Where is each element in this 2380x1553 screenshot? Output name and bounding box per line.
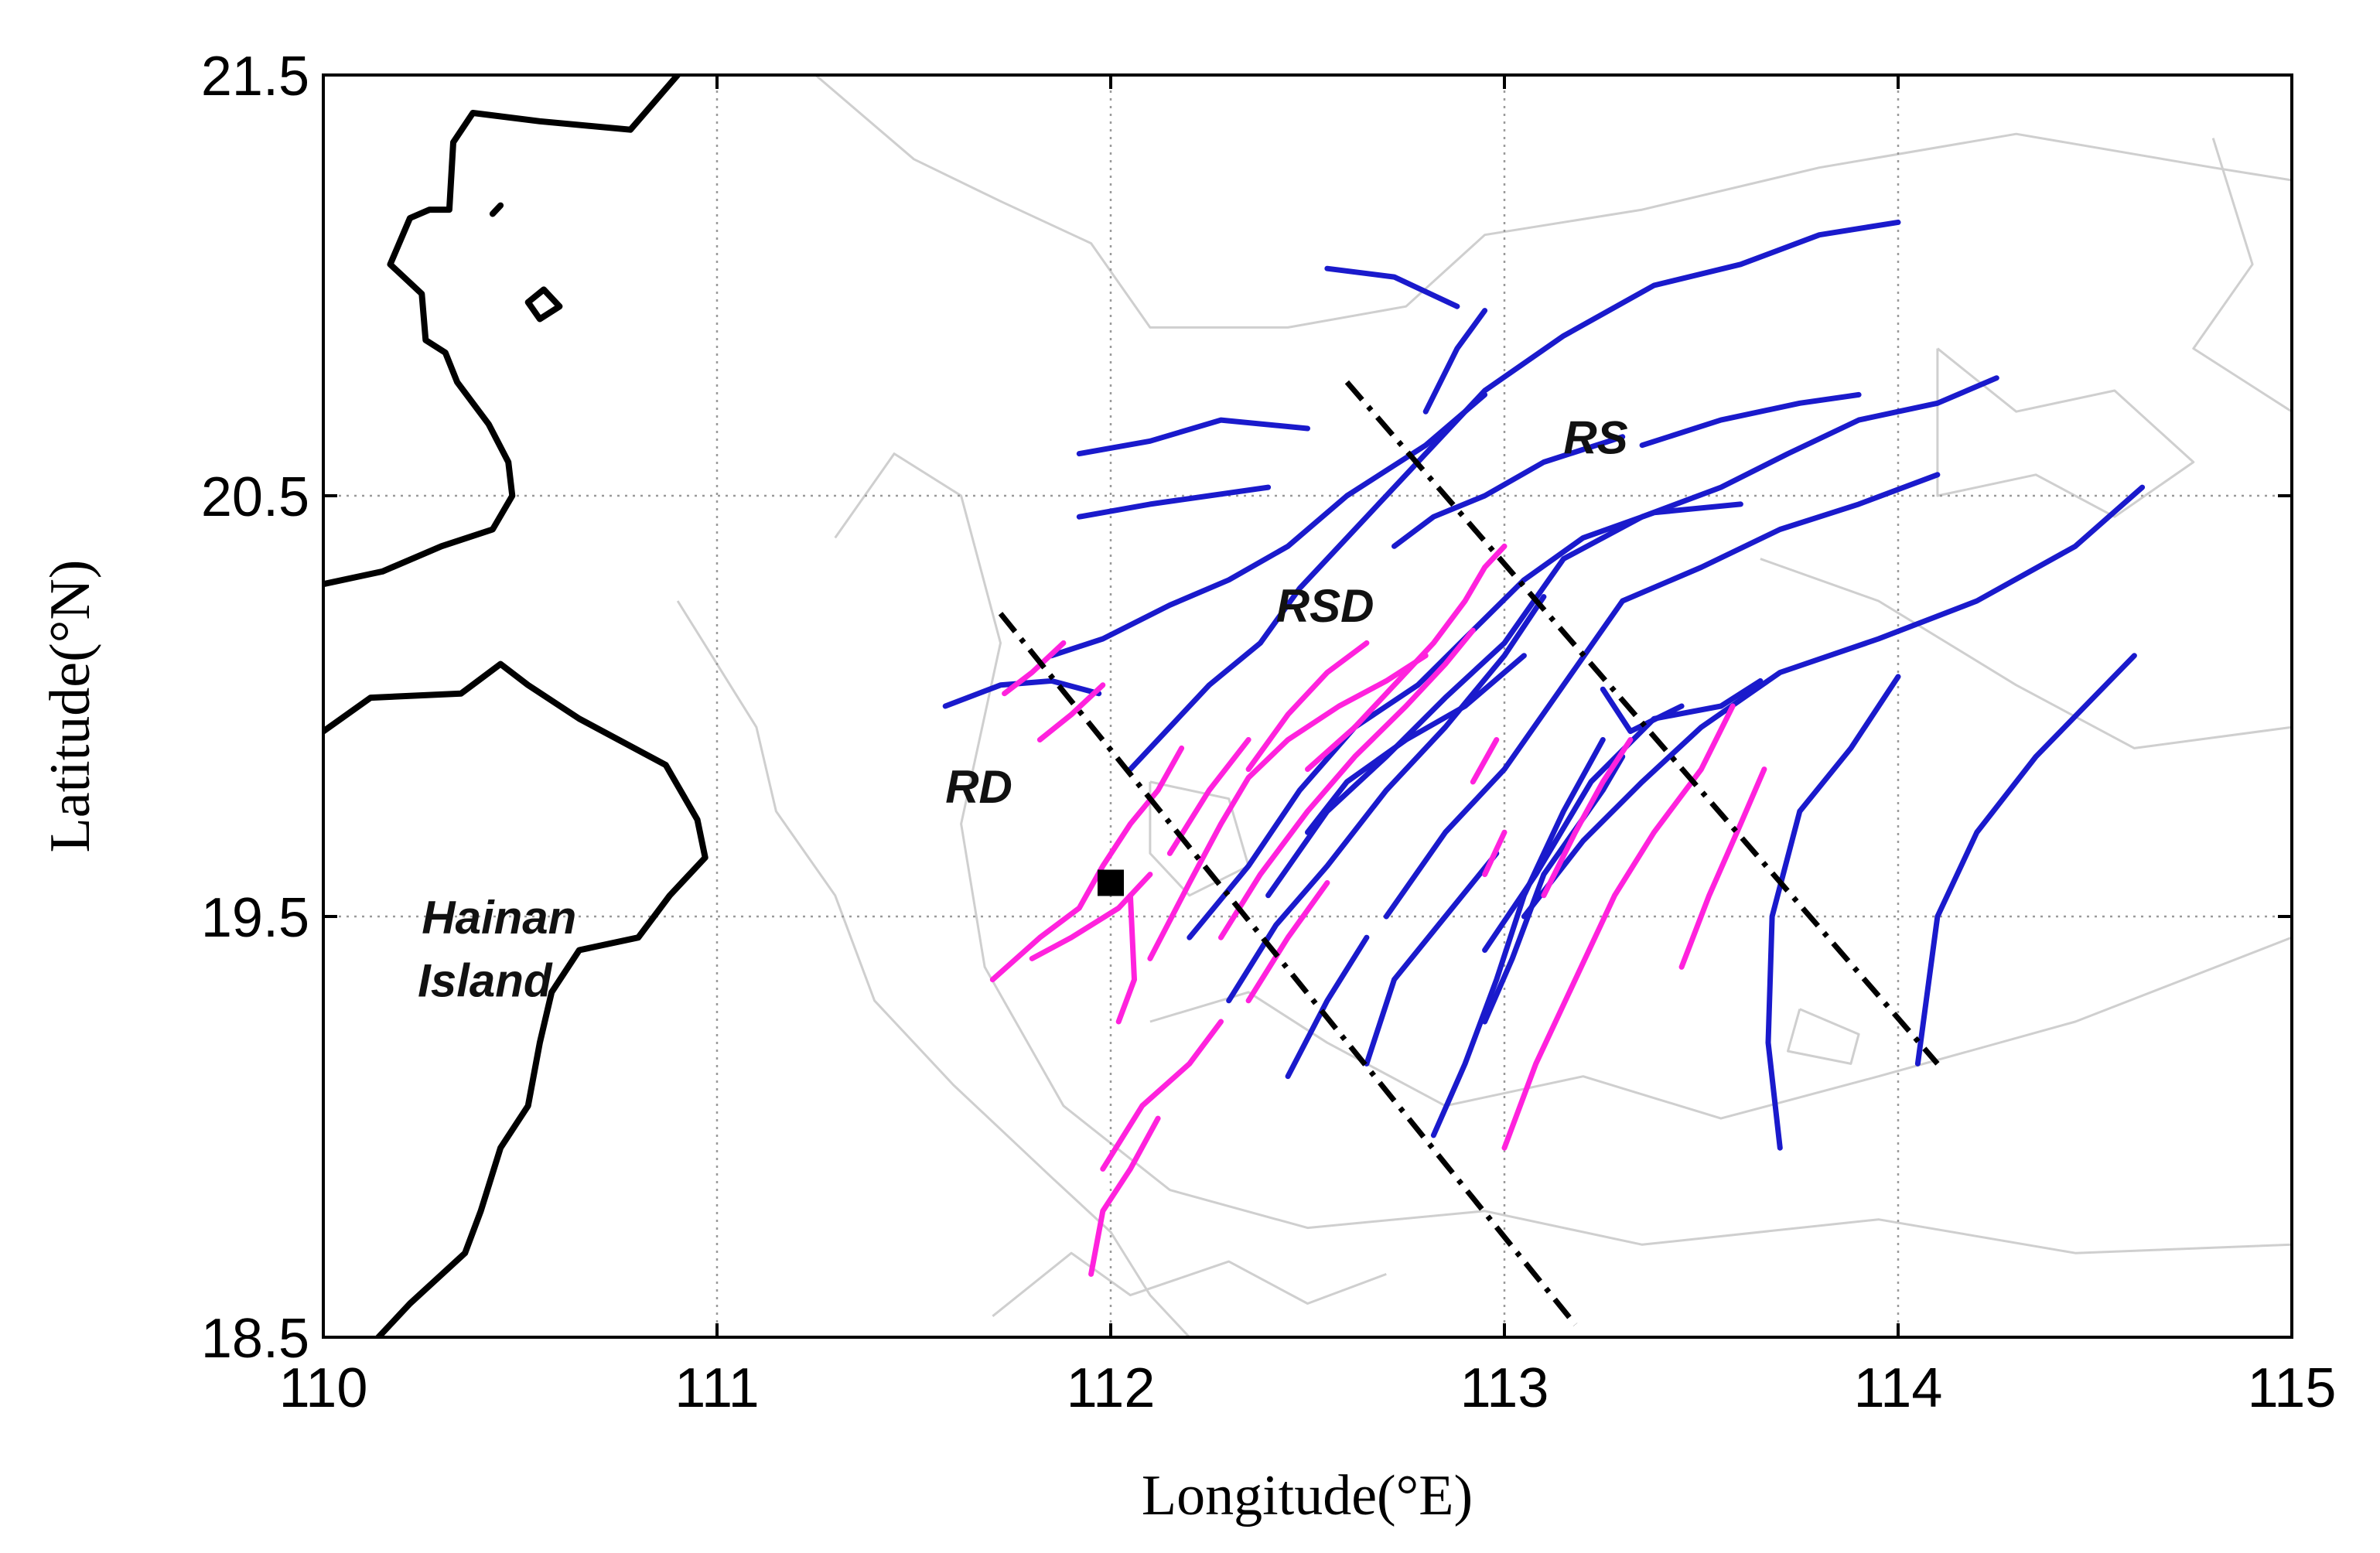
wave-track <box>1914 653 2137 1067</box>
wave-track <box>1285 934 1370 1080</box>
wave-track <box>1002 640 1067 697</box>
wave-track <box>1305 653 1527 835</box>
section-line <box>998 612 1578 1326</box>
wave-track <box>942 678 1102 709</box>
map-label-rsd: RSD <box>1276 580 1374 632</box>
wave-track <box>1765 674 1901 1151</box>
wave-track <box>1521 484 2146 920</box>
wave-track <box>1501 703 1736 1151</box>
coastline-segment <box>524 286 563 323</box>
wave-track <box>1482 753 1626 1025</box>
section-line <box>1344 380 1940 1066</box>
wave-track <box>1226 594 1547 1004</box>
x-axis-label: Longitude(°E) <box>1142 1464 1473 1527</box>
bathymetry-contour <box>814 75 2292 329</box>
wave-track <box>1383 472 1941 920</box>
map-label-rs: RS <box>1563 412 1627 464</box>
gridlines <box>323 75 2292 1337</box>
wave-track <box>1470 737 1500 785</box>
wave-track <box>1482 829 1508 878</box>
bathymetry-contour <box>676 600 1190 1337</box>
coastline-segment <box>323 75 681 588</box>
wave-track <box>1147 653 1429 961</box>
map-label-rd: RD <box>945 761 1012 813</box>
map-labels: RS RSD RD Hainan Island <box>418 412 1628 1007</box>
x-tick-label: 113 <box>1460 1357 1549 1419</box>
wave-track <box>1076 417 1310 457</box>
wave-track <box>1076 484 1272 520</box>
station-marker <box>1098 869 1124 896</box>
coastline-segment <box>323 660 709 1337</box>
y-tick-label: 19.5 <box>201 887 309 949</box>
wave-track <box>1049 391 1488 659</box>
wave-track <box>1364 850 1500 1067</box>
wave-track <box>1036 682 1106 742</box>
bathymetry-contour <box>1936 347 2195 518</box>
wave-track <box>1245 880 1330 1004</box>
bathymetry-contour <box>1149 936 2292 1120</box>
bathymetry-contour <box>992 1251 1387 1317</box>
bathymetry-contour <box>1787 1008 1860 1065</box>
bathymetry-contour <box>2192 138 2292 413</box>
x-tick-label: 110 <box>279 1357 368 1419</box>
coastline-segment <box>489 202 504 217</box>
wave-track <box>1600 686 1685 735</box>
wave-track <box>989 745 1185 983</box>
wave-track <box>1430 737 1606 1138</box>
wave-track <box>1422 308 1488 415</box>
y-axis-label: Latitude(°N) <box>39 560 102 853</box>
x-tick-label: 115 <box>2248 1357 2337 1419</box>
wave-track <box>1245 640 1370 773</box>
wave-track <box>1029 872 1153 961</box>
x-tick-label: 112 <box>1067 1357 1156 1419</box>
coastline <box>323 75 709 1337</box>
wave-track <box>1127 219 1901 773</box>
wave-tracks <box>942 219 2146 1277</box>
station-square-marker <box>1098 869 1124 896</box>
axis-ticks: 110 111 112 113 114 115 18.5 19.5 20.5 21.5 <box>201 46 2337 1419</box>
wave-track <box>1391 434 1626 549</box>
x-tick-label: 114 <box>1854 1357 1943 1419</box>
wave-track <box>1678 766 1767 970</box>
wave-track <box>1100 1019 1224 1172</box>
wave-track <box>1187 501 1743 940</box>
wave-track <box>1166 737 1251 856</box>
wave-track <box>1218 627 1476 940</box>
map-label-island: Island <box>418 954 553 1006</box>
y-tick-label: 18.5 <box>201 1308 309 1370</box>
map-label-hainan: Hainan <box>422 892 576 944</box>
y-tick-label: 20.5 <box>201 466 309 528</box>
bathymetry-contour <box>1760 558 2292 749</box>
wave-track <box>1088 1115 1161 1277</box>
wave-track <box>1265 375 1999 899</box>
wave-track <box>1541 737 1634 899</box>
section-lines <box>998 380 1940 1326</box>
wave-track <box>1305 543 1508 773</box>
wave-track <box>1324 265 1460 309</box>
wave-track <box>1115 893 1137 1025</box>
x-tick-label: 111 <box>674 1357 759 1419</box>
y-tick-label: 21.5 <box>201 46 309 108</box>
wave-track <box>1639 391 1862 449</box>
plot-frame <box>322 73 2293 1339</box>
